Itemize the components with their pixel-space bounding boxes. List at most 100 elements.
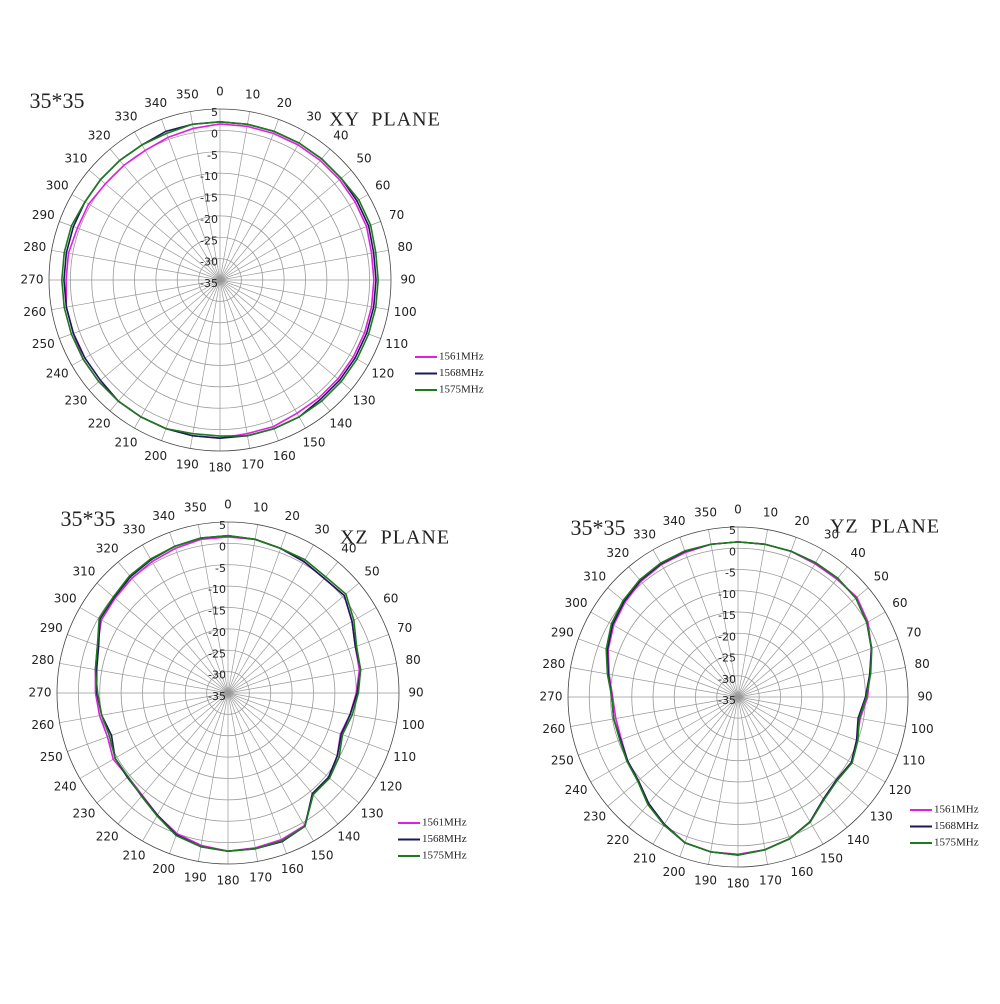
angle-label: 190 [176,458,199,472]
angle-label: 240 [54,780,77,794]
angle-label: 290 [32,208,55,222]
ring [155,215,285,345]
legend-label: 1575MHz [934,837,979,849]
angle-label: 180 [217,874,240,888]
legend-label: 1561MHz [934,804,979,816]
r-tick-label: -10 [208,583,226,596]
angle-label: 260 [23,305,46,319]
angle-label: 310 [65,152,88,166]
r-tick-label: -5 [725,567,736,580]
angle-label: 20 [794,514,809,528]
angle-label: 270 [29,686,52,700]
ring [120,585,336,801]
angle-label: 0 [224,498,232,512]
r-tick-label: -10 [718,588,736,601]
angle-label: 280 [542,657,565,671]
annotation: 35*35 [61,506,116,531]
angle-label: 20 [285,509,300,523]
angle-label: 270 [540,690,563,704]
angle-label: 110 [393,750,416,764]
legend-label: 1568MHz [439,367,484,379]
legend-label: 1561MHz [422,817,467,829]
angle-label: 80 [406,653,421,667]
angle-label: 110 [902,753,925,767]
angle-label: 160 [281,862,304,876]
angle-label: 330 [633,528,656,542]
angle-label: 60 [375,179,390,193]
angle-label: 90 [917,690,932,704]
angle-label: 230 [73,806,96,820]
angle-label: 340 [152,509,175,523]
ring [716,675,760,719]
angle-label: 300 [54,592,77,606]
r-tick-label: -10 [200,170,218,183]
angle-label: 50 [874,569,889,583]
angle-label: 30 [306,110,321,124]
r-tick-label: -5 [215,562,226,575]
angle-label: 290 [551,626,574,640]
angle-label: 40 [851,546,866,560]
angle-label: 210 [633,851,656,865]
angle-label: 200 [663,865,686,879]
angle-label: 250 [40,750,63,764]
r-tick-label: -5 [207,149,218,162]
r-tick-label: -15 [718,609,736,622]
angle-label: 0 [216,85,224,99]
angle-label: 150 [303,435,326,449]
series-line [607,541,873,856]
angle-label: 140 [337,830,360,844]
angle-label: 120 [888,783,911,797]
angle-label: 130 [870,810,893,824]
ring [206,671,250,715]
r-tick-label: 5 [211,106,218,119]
angle-label: 140 [329,417,352,431]
r-tick-label: -35 [718,694,736,707]
annotation: 35*35 [30,88,85,113]
angle-label: 170 [249,871,272,885]
r-tick-label: -20 [718,630,736,643]
r-tick-label: 0 [729,545,736,558]
ring [567,526,909,868]
ring [91,151,349,409]
r-tick-label: -25 [718,652,736,665]
angle-label: 60 [383,592,398,606]
ring [56,521,400,865]
angle-label: 170 [241,458,264,472]
angle-label: 90 [408,686,423,700]
angle-label: 310 [583,569,606,583]
ring [163,628,293,758]
r-tick-label: -30 [208,669,226,682]
r-tick-label: -30 [718,673,736,686]
r-tick-label: -35 [208,690,226,703]
series-line [605,541,873,856]
angle-label: 90 [400,273,415,287]
angle-label: 30 [314,523,329,537]
angle-label: 250 [32,337,55,351]
angle-label: 10 [253,500,268,514]
angle-label: 40 [333,128,348,142]
angle-label: 160 [791,865,814,879]
angle-label: 330 [115,110,138,124]
legend-label: 1568MHz [934,820,979,832]
angle-label: 150 [820,851,843,865]
r-tick-label: -20 [208,626,226,639]
angle-label: 200 [144,449,167,463]
angle-label: 180 [209,461,232,475]
chart-title: XZ PLANE [340,527,450,549]
ring [184,649,272,737]
angle-label: 130 [361,806,384,820]
r-tick-label: 5 [219,519,226,532]
angle-label: 50 [364,565,379,579]
ring [134,194,306,366]
angle-label: 10 [763,505,778,519]
angle-label: 220 [606,833,629,847]
legend-label: 1575MHz [422,850,467,862]
angle-label: 10 [245,87,260,101]
ring [176,236,264,324]
angle-label: 150 [311,848,334,862]
angle-label: 100 [911,722,934,736]
angle-label: 80 [915,657,930,671]
ring [112,172,328,388]
angle-label: 180 [727,877,750,891]
angle-label: 110 [385,337,408,351]
